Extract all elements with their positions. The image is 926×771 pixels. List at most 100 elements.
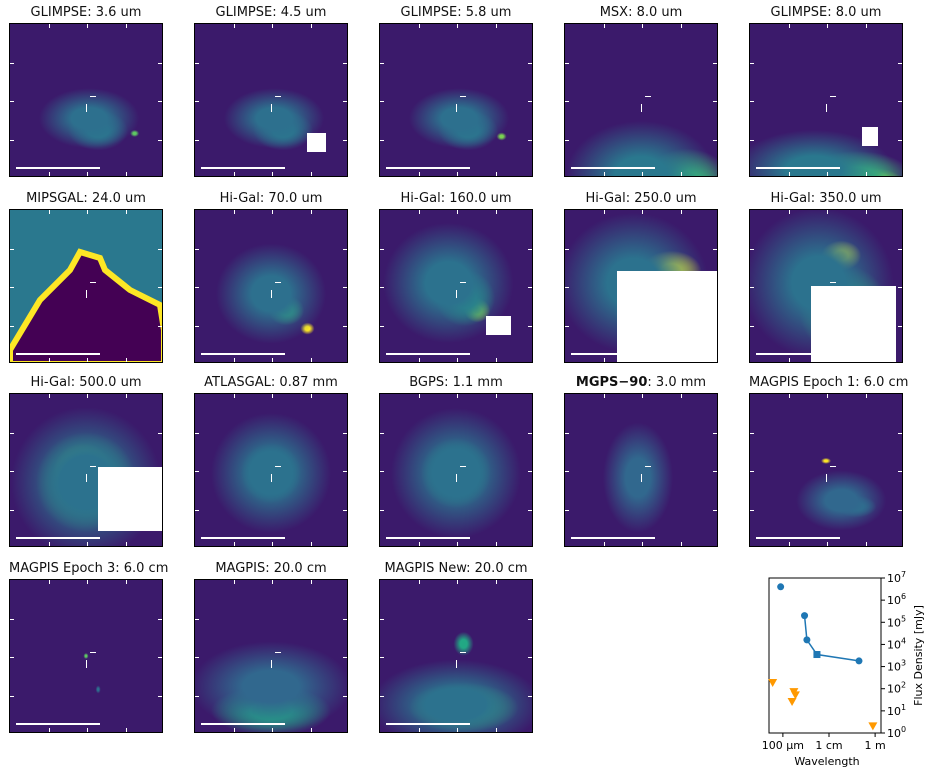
panel-band: 3.6 um [95,5,142,20]
axis-tick [528,248,532,250]
axis-tick [10,471,14,472]
axis-tick [87,210,88,214]
panel-title: ATLASGAL: 0.87 mm [204,375,338,390]
panel-title: MGPS−90: 3.0 mm [575,375,707,390]
axis-tick [827,358,828,362]
axis-tick [195,471,199,472]
axis-tick [528,432,532,434]
crosshair-marker [275,466,281,467]
axis-tick [125,394,127,398]
series-line [803,615,860,662]
axis-tick [195,248,199,250]
panel-title: Hi-Gal: 250.0 um [585,191,697,206]
panel-band: 350.0 um [819,191,882,206]
axis-tick [195,695,199,697]
image-panel: MIPSGAL: 24.0 um [9,191,163,363]
axis-tick [603,24,605,28]
axis-tick [87,542,88,546]
axis-tick [750,62,754,64]
axis-tick [898,325,902,327]
axis-tick [125,542,127,546]
axis-tick [827,394,828,398]
panel-survey: BGPS [409,375,445,390]
axis-tick [10,139,14,141]
panel-title: MSX: 8.0 um [599,5,683,20]
crosshair-marker [641,290,642,298]
image-panel: ATLASGAL: 0.87 mm [194,375,348,547]
axis-tick [48,210,50,214]
saturated-region [862,127,878,146]
crosshair-marker [830,96,836,97]
axis-tick [565,325,569,327]
axis-tick [195,432,199,434]
y-tick-label: 103 [887,659,906,674]
axis-tick [642,24,643,28]
scale-bar [201,723,285,725]
axis-tick [272,728,273,732]
panel-title: MAGPIS: 20.0 cm [215,561,327,576]
axis-tick [343,62,347,64]
axis-tick [343,248,347,250]
crosshair-marker [460,96,466,97]
x-axis-label: Wavelength [794,755,859,768]
axis-tick [528,471,532,472]
axis-tick [272,172,273,176]
axis-tick [603,358,605,362]
axis-tick [418,24,420,28]
axis-tick [603,172,605,176]
image-panel: MAGPIS Epoch 1: 6.0 cm [749,375,908,547]
panel-survey: MAGPIS Epoch 3 [9,561,116,576]
axis-tick [310,210,312,214]
axis-tick [310,542,312,546]
crosshair-marker [90,96,96,97]
axis-tick [310,728,312,732]
axis-tick [528,62,532,64]
axis-tick [343,325,347,327]
scale-bar [16,353,100,355]
crosshair-marker [641,474,642,482]
crosshair-marker [275,96,281,97]
axis-tick [565,471,569,472]
panel-band: 160.0 um [449,191,512,206]
scale-bar [386,167,470,169]
axis-tick [680,210,682,214]
axis-tick [495,172,497,176]
crosshair-marker [460,466,466,467]
panel-survey: GLIMPSE [30,5,88,20]
crosshair-marker [830,466,836,467]
data-point [803,636,811,644]
axis-tick [195,657,199,658]
crosshair-marker [86,290,87,298]
axis-tick [713,432,717,434]
panel-image [379,393,533,547]
panel-image [564,23,718,177]
axis-tick [233,728,235,732]
axis-tick [713,101,717,102]
image-panel: Hi-Gal: 500.0 um [9,375,163,547]
panel-title: MAGPIS New: 20.0 cm [384,561,528,576]
axis-tick [457,580,458,584]
panel-image [749,393,903,547]
axis-tick [750,509,754,511]
axis-tick [158,248,162,250]
panel-survey: MAGPIS [215,561,266,576]
axis-tick [565,139,569,141]
axis-tick [343,432,347,434]
axis-tick [233,210,235,214]
axis-tick [195,509,199,511]
data-point [777,583,785,591]
axis-tick [195,62,199,64]
scale-bar [16,723,100,725]
axis-tick [827,542,828,546]
upper-limit-point [868,722,878,731]
axis-tick [195,101,199,102]
axis-tick [898,62,902,64]
axis-tick [233,542,235,546]
panel-image [749,23,903,177]
panel-survey: Hi-Gal [30,375,71,390]
axis-tick [380,509,384,511]
scale-bar [571,537,655,539]
axis-tick [272,542,273,546]
image-panel: Hi-Gal: 250.0 um [564,191,718,363]
axis-tick [380,618,384,620]
